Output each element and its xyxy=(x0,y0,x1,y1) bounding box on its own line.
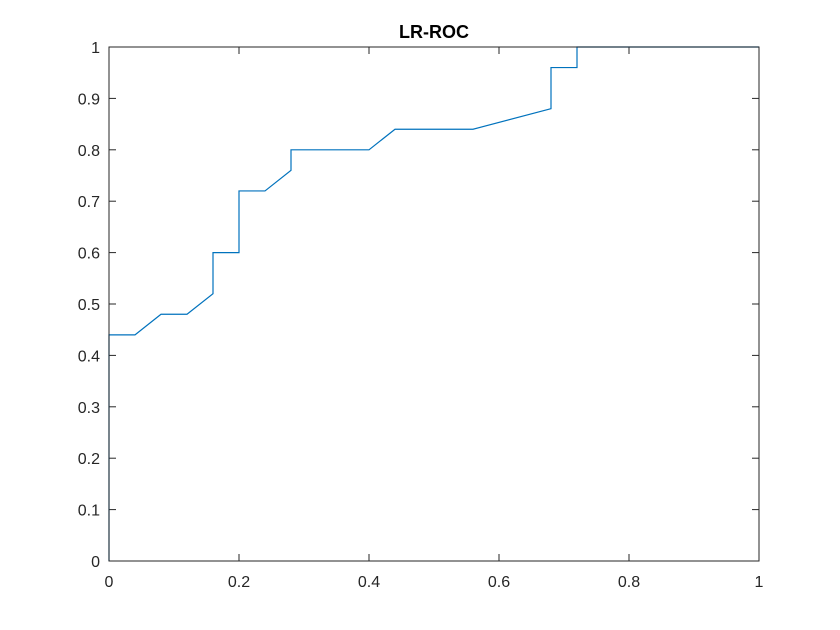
y-tick-label: 0.5 xyxy=(78,297,100,314)
y-tick-label: 0.7 xyxy=(78,194,100,211)
y-tick-label: 0.3 xyxy=(78,400,100,417)
y-tick-label: 0.8 xyxy=(78,143,100,160)
plot-area xyxy=(109,47,759,561)
roc-curve-line xyxy=(108,46,759,561)
x-tick-label: 0.4 xyxy=(358,574,380,591)
x-tick-label: 0.8 xyxy=(618,574,640,591)
y-tick-label: 0.2 xyxy=(78,451,100,468)
x-tick-label: 0 xyxy=(105,574,114,591)
series-layer xyxy=(108,46,759,561)
ticks-layer: 0 0.2 0.4 0.6 0.8 1 0 0.1 0.2 0.3 0.4 0.5 0.6 0.7 0.8 0… xyxy=(78,40,764,591)
chart-title: LR-ROC xyxy=(399,22,469,42)
x-tick-label: 0.6 xyxy=(488,574,510,591)
x-tick-label: 1 xyxy=(755,574,764,591)
y-tick-label: 0.9 xyxy=(78,91,100,108)
y-tick-label: 0.6 xyxy=(78,246,100,263)
y-tick-label: 0 xyxy=(91,554,100,571)
y-tick-label: 0.4 xyxy=(78,348,100,365)
y-tick-label: 0.1 xyxy=(78,503,100,520)
axes-box xyxy=(108,46,760,562)
y-tick-label: 1 xyxy=(91,40,100,57)
x-tick-label: 0.2 xyxy=(228,574,250,591)
